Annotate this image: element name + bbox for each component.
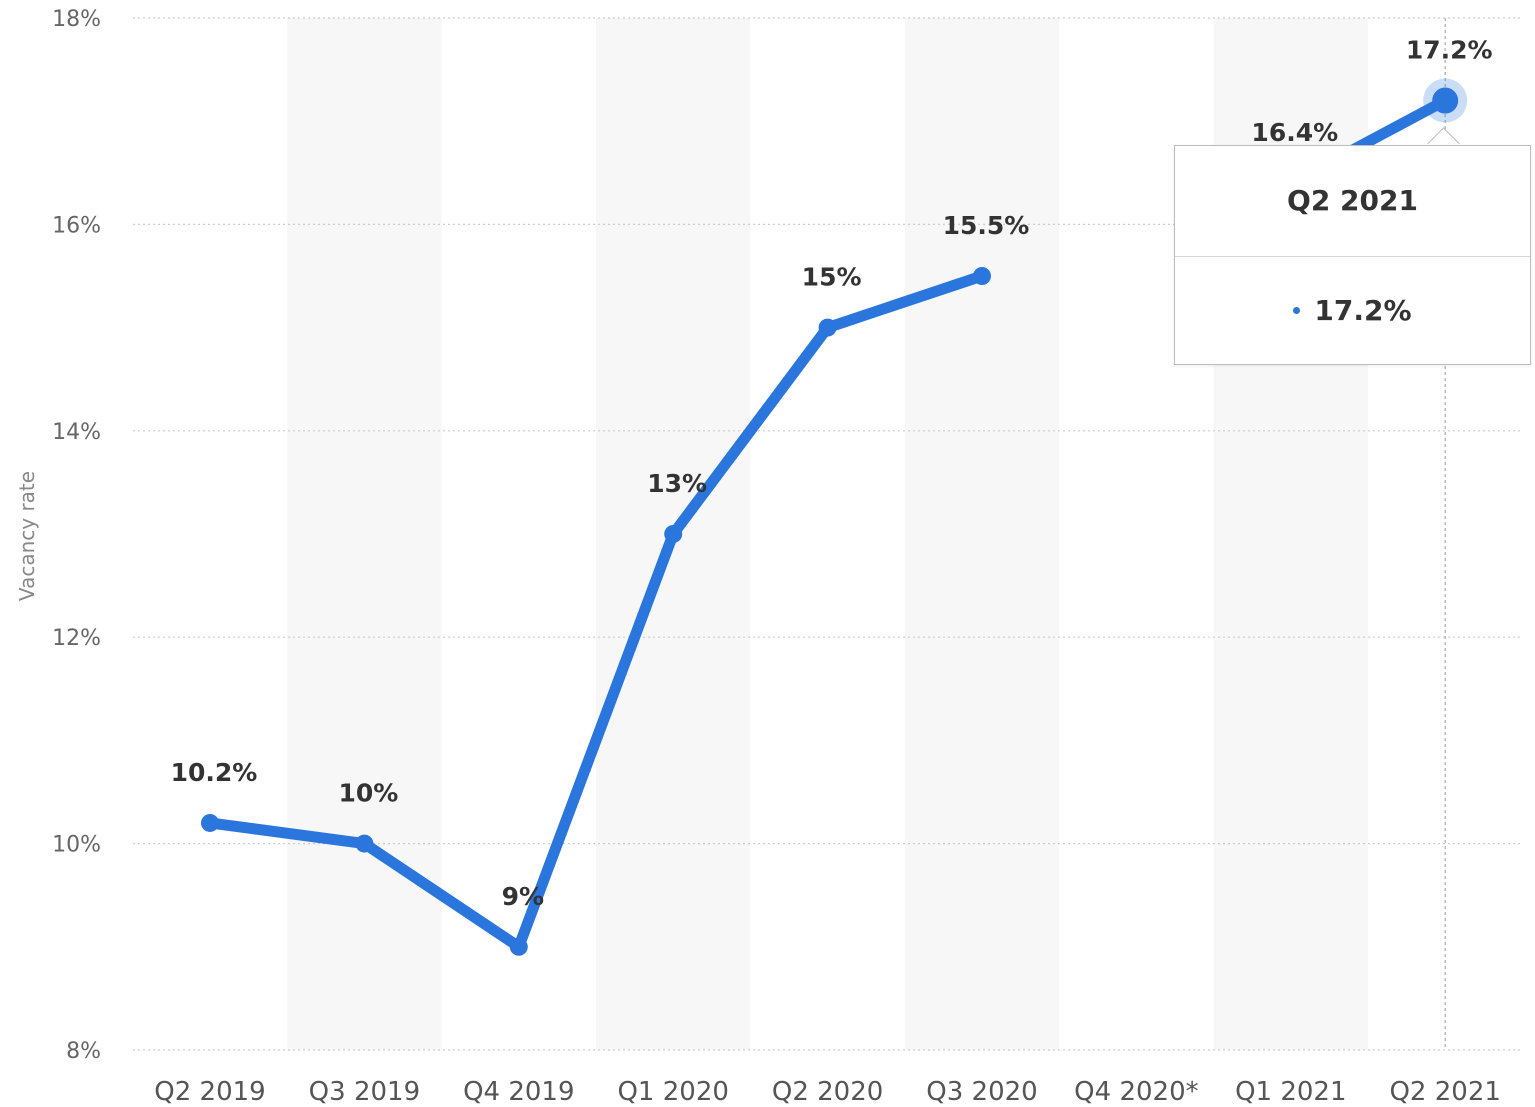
band-5 <box>904 18 1060 1050</box>
x-tick-label: Q4 2019 <box>463 1077 574 1107</box>
y-tick-label: 8% <box>66 1039 101 1064</box>
x-tick-label: Q2 2021 <box>1389 1077 1500 1107</box>
x-tick-label: Q2 2020 <box>772 1077 883 1107</box>
data-labels: 10.2% 10% 9% 13% 15% 15.5% 16.4% 17.2% <box>171 36 1493 911</box>
y-tick-label: 16% <box>52 213 101 238</box>
data-label: 10.2% <box>171 758 258 787</box>
data-label: 9% <box>502 882 544 911</box>
data-point <box>664 525 683 543</box>
tooltip-body: 17.2% <box>1175 257 1530 364</box>
data-label: 16.4% <box>1251 118 1338 147</box>
x-tick-label: Q4 2020* <box>1074 1077 1198 1107</box>
data-point <box>1432 87 1459 114</box>
data-label: 17.2% <box>1406 36 1493 65</box>
data-label: 15% <box>802 263 862 292</box>
data-label: 15.5% <box>943 211 1030 240</box>
data-label: 10% <box>338 779 398 808</box>
data-point <box>201 813 219 832</box>
y-tick-label: 10% <box>52 833 101 858</box>
tooltip-title: Q2 2021 <box>1175 146 1530 257</box>
tooltip-series-dot <box>1293 307 1301 314</box>
y-axis-ticks: 8% 10% 12% 14% 16% 18% <box>52 7 101 1064</box>
y-tick-label: 14% <box>52 420 101 445</box>
data-label: 13% <box>647 469 707 498</box>
x-tick-label: Q1 2021 <box>1235 1077 1346 1107</box>
series-segment <box>204 270 988 953</box>
tooltip: Q2 2021 17.2% <box>1174 145 1531 365</box>
data-point <box>509 937 528 956</box>
x-tick-label: Q3 2020 <box>926 1077 1037 1107</box>
data-point <box>355 834 374 853</box>
band-1 <box>287 18 442 1050</box>
x-tick-label: Q1 2020 <box>617 1077 728 1107</box>
y-tick-label: 12% <box>52 626 101 651</box>
y-axis-label: Vacancy rate <box>15 471 39 601</box>
x-tick-label: Q3 2019 <box>309 1077 420 1107</box>
data-points <box>201 78 1468 956</box>
x-tick-label: Q2 2019 <box>154 1077 265 1107</box>
y-tick-label: 18% <box>52 7 101 32</box>
x-axis-ticks: Q2 2019 Q3 2019 Q4 2019 Q1 2020 Q2 2020 Q3 20… <box>154 1077 1501 1107</box>
data-point <box>973 267 991 285</box>
tooltip-value: 17.2% <box>1314 294 1412 327</box>
data-point <box>818 318 837 337</box>
